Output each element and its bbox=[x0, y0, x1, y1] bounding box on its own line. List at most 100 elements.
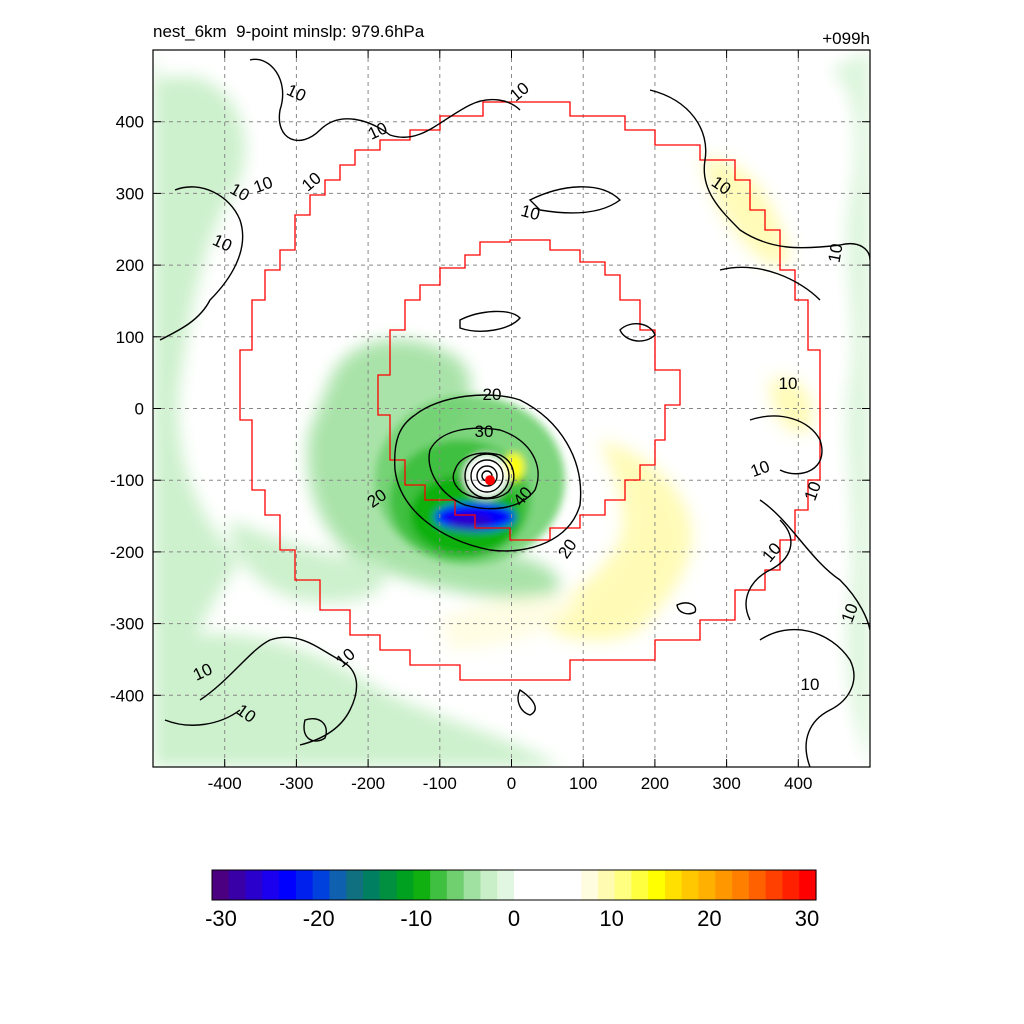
colorbar-tick-label: 0 bbox=[507, 906, 521, 931]
contour-line bbox=[749, 415, 823, 475]
colorbar-tick-label: -10 bbox=[400, 906, 433, 931]
colorbar-swatch bbox=[547, 870, 565, 900]
colorbar-swatch bbox=[581, 870, 599, 900]
colorbar-swatch bbox=[245, 870, 263, 900]
colorbar-swatch bbox=[681, 870, 700, 900]
colorbar-swatch bbox=[665, 870, 683, 900]
forecast-hour-label: +099h bbox=[822, 29, 870, 48]
contour-line bbox=[759, 499, 870, 631]
spiral-band bbox=[307, 339, 560, 599]
contour-label: 30 bbox=[475, 422, 494, 441]
y-tick-label: -100 bbox=[110, 471, 144, 490]
x-tick-label: 400 bbox=[784, 774, 812, 793]
y-tick-label: 100 bbox=[116, 328, 144, 347]
colorbar-swatch bbox=[748, 870, 767, 900]
contour-line bbox=[676, 602, 697, 615]
outer-green-ring bbox=[153, 633, 560, 767]
colorbar-swatch bbox=[413, 870, 431, 900]
contour-line bbox=[649, 89, 870, 261]
colorbar-swatch bbox=[262, 870, 280, 900]
colorbar-swatch bbox=[799, 870, 817, 900]
contour-line bbox=[464, 453, 510, 499]
contour-line bbox=[619, 323, 656, 342]
colorbar-frame bbox=[211, 869, 817, 901]
colorbar-swatch bbox=[782, 870, 800, 900]
colorbar-swatch bbox=[614, 870, 633, 900]
contour-line bbox=[476, 465, 498, 487]
spiral-band bbox=[230, 520, 386, 603]
y-tick-label: 0 bbox=[135, 400, 144, 419]
colorbar-swatch bbox=[346, 870, 364, 900]
colorbar-swatch bbox=[732, 870, 750, 900]
x-tick-label: -400 bbox=[208, 774, 242, 793]
x-tick-label: 300 bbox=[712, 774, 740, 793]
contour-label: 10 bbox=[825, 242, 847, 264]
colorbar-swatch bbox=[446, 870, 465, 900]
colorbar-swatch bbox=[430, 870, 448, 900]
contour-line bbox=[159, 186, 244, 341]
x-tick-label: 0 bbox=[507, 774, 516, 793]
colorbar-tick-label: 10 bbox=[599, 906, 624, 931]
yellow-patch bbox=[770, 378, 813, 433]
contour-line bbox=[759, 628, 855, 767]
colorbar-swatch bbox=[480, 870, 498, 900]
x-tick-label: -300 bbox=[279, 774, 313, 793]
x-tick-label: 100 bbox=[569, 774, 597, 793]
y-tick-label: 200 bbox=[116, 256, 144, 275]
colorbar-swatch bbox=[279, 870, 297, 900]
outer-red-boundary bbox=[239, 101, 821, 681]
colorbar-swatch bbox=[597, 870, 616, 900]
colorbar-swatch bbox=[312, 870, 331, 900]
x-tick-label: -100 bbox=[423, 774, 457, 793]
colorbar-swatch bbox=[329, 870, 347, 900]
axis-ticks bbox=[153, 50, 870, 767]
colorbar-tick-label: -30 bbox=[205, 906, 237, 931]
yellow-patch bbox=[440, 596, 580, 650]
storm-center-marker bbox=[484, 475, 495, 486]
contour-line bbox=[199, 636, 358, 746]
colorbar-swatch bbox=[765, 870, 784, 900]
x-tick-label: -200 bbox=[351, 774, 385, 793]
colorbar-swatch bbox=[648, 870, 666, 900]
colorbar-swatch bbox=[379, 870, 398, 900]
contour-line bbox=[249, 58, 521, 141]
colorbar bbox=[212, 870, 817, 900]
yellow-patch bbox=[530, 440, 692, 641]
contour-line bbox=[517, 688, 536, 716]
yellow-patch bbox=[700, 158, 790, 266]
colorbar-swatch bbox=[396, 870, 414, 900]
contour-line bbox=[164, 709, 241, 726]
contour-line bbox=[303, 718, 327, 742]
colorbar-tick-label: 20 bbox=[697, 906, 722, 931]
negative-band-core bbox=[448, 514, 492, 530]
contour-label: 10 bbox=[779, 374, 798, 393]
colorbar-tick-label: 30 bbox=[794, 906, 820, 931]
contour-line bbox=[393, 394, 582, 552]
y-tick-label: 300 bbox=[116, 184, 144, 203]
plot-title: nest_6km 9-point minslp: 979.6hPa bbox=[153, 22, 425, 41]
colorbar-swatch bbox=[514, 870, 532, 900]
contour-label: 10 bbox=[801, 675, 820, 694]
y-axis-tick-labels: -400 -300 -200 -100 0 100 200 300 400 bbox=[110, 113, 144, 706]
colorbar-swatch bbox=[228, 870, 247, 900]
colorbar-swatch bbox=[212, 870, 230, 900]
contour-line bbox=[528, 186, 622, 214]
colorbar-tick-label: -20 bbox=[302, 906, 335, 931]
colorbar-swatch bbox=[715, 870, 733, 900]
outer-green-ring bbox=[153, 50, 246, 767]
contour-lines bbox=[159, 58, 870, 767]
contour-line bbox=[719, 266, 821, 301]
y-tick-label: 400 bbox=[116, 113, 144, 132]
x-axis-tick-labels: -400 -300 -200 -100 0 100 200 300 400 bbox=[208, 774, 813, 793]
colorbar-swatch bbox=[497, 870, 515, 900]
colorbar-swatch bbox=[564, 870, 582, 900]
colorbar-swatch bbox=[363, 870, 381, 900]
colorbar-swatch bbox=[698, 870, 716, 900]
contour-line bbox=[428, 427, 539, 510]
contour-line bbox=[745, 519, 792, 621]
contour-label: 20 bbox=[483, 385, 502, 404]
contour-line bbox=[470, 459, 504, 493]
y-tick-label: -300 bbox=[110, 615, 144, 634]
colorbar-swatch bbox=[463, 870, 482, 900]
